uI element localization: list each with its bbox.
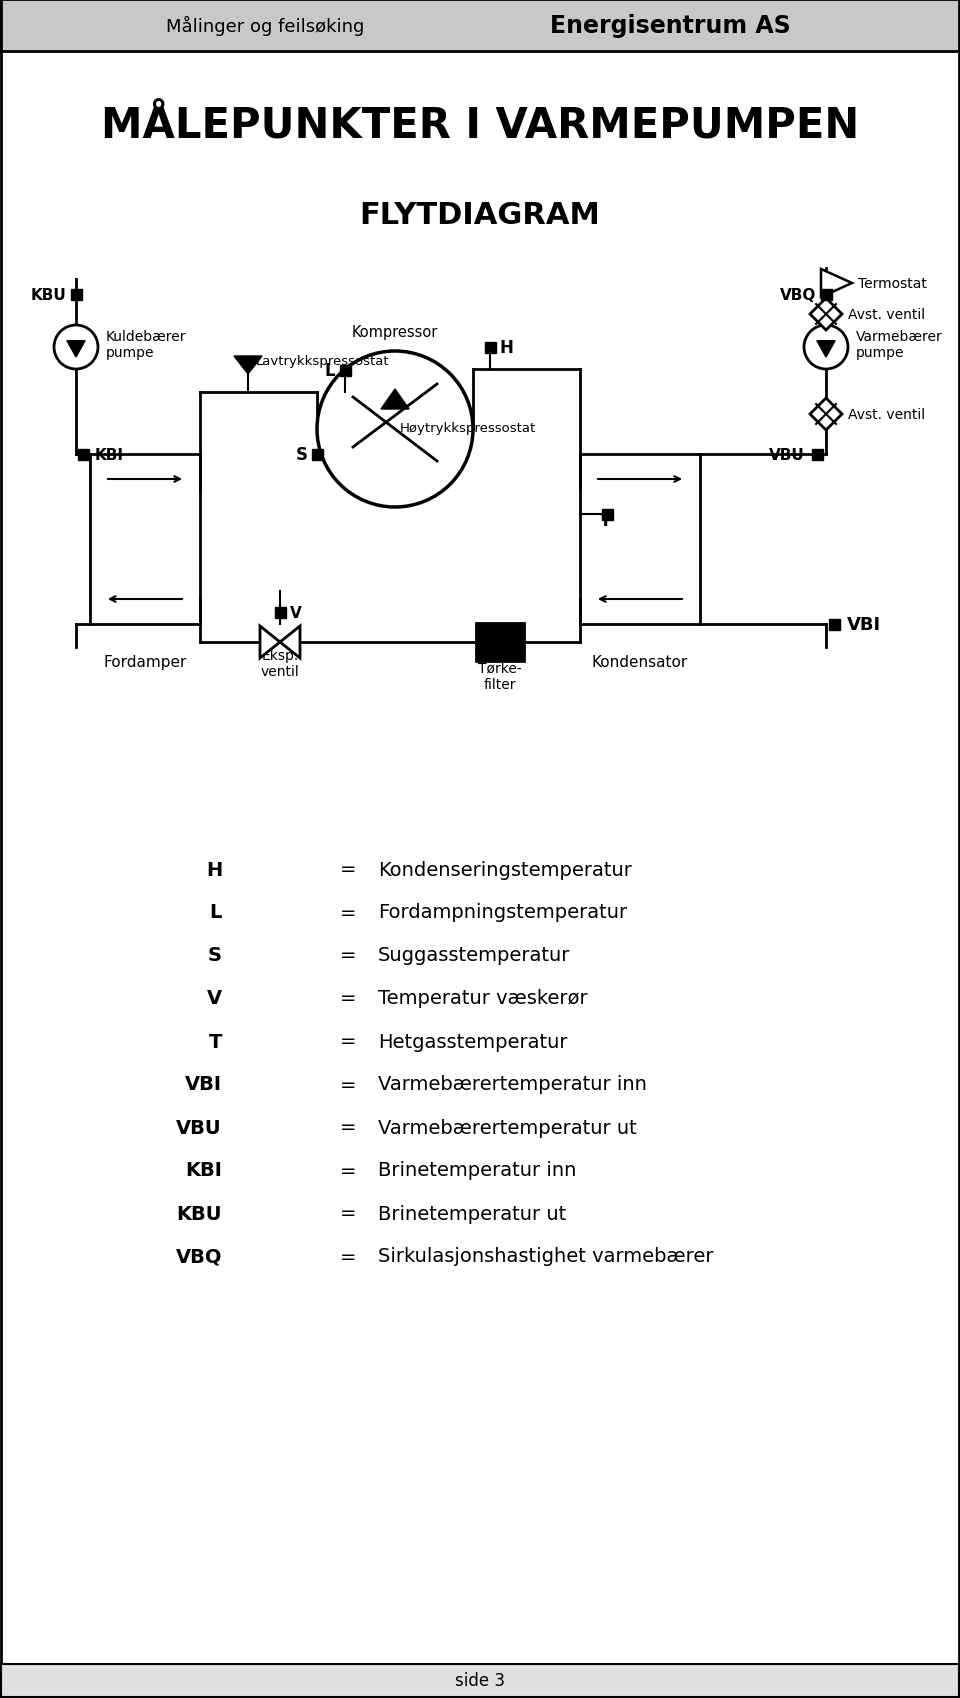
Text: L: L xyxy=(324,362,335,380)
Text: Termostat: Termostat xyxy=(858,277,926,290)
Polygon shape xyxy=(260,627,280,659)
Text: Brinetemperatur inn: Brinetemperatur inn xyxy=(378,1161,576,1180)
Text: Fordamper: Fordamper xyxy=(104,655,186,669)
Text: =: = xyxy=(340,1204,356,1223)
Text: VBI: VBI xyxy=(847,616,881,633)
Text: FLYTDIAGRAM: FLYTDIAGRAM xyxy=(360,200,600,229)
Text: Målinger og feilsøking: Målinger og feilsøking xyxy=(166,15,364,36)
Text: Brinetemperatur ut: Brinetemperatur ut xyxy=(378,1204,566,1223)
Circle shape xyxy=(317,351,473,508)
Text: MÅLEPUNKTER I VARMEPUMPEN: MÅLEPUNKTER I VARMEPUMPEN xyxy=(101,104,859,146)
Text: KBU: KBU xyxy=(31,287,66,302)
Text: Kuldebærer
pumpe: Kuldebærer pumpe xyxy=(106,329,186,360)
Bar xyxy=(821,289,831,301)
Text: Avst. ventil: Avst. ventil xyxy=(848,408,925,421)
Text: =: = xyxy=(340,988,356,1009)
Text: =: = xyxy=(340,859,356,880)
Text: VBI: VBI xyxy=(185,1075,222,1094)
Polygon shape xyxy=(280,627,300,659)
Polygon shape xyxy=(234,357,262,375)
Bar xyxy=(1,1664,959,1696)
Text: S: S xyxy=(208,946,222,964)
Text: KBI: KBI xyxy=(95,447,124,462)
Bar xyxy=(476,623,524,662)
Text: Kondenseringstemperatur: Kondenseringstemperatur xyxy=(378,859,632,880)
Polygon shape xyxy=(817,341,835,358)
Bar xyxy=(90,455,200,625)
Bar xyxy=(1,0,959,53)
Bar xyxy=(580,455,700,625)
Text: V: V xyxy=(290,604,301,620)
Text: VBU: VBU xyxy=(177,1117,222,1138)
Bar xyxy=(602,509,613,520)
Text: VBQ: VBQ xyxy=(780,287,817,302)
Text: =: = xyxy=(340,1075,356,1094)
Text: Temperatur væskerør: Temperatur væskerør xyxy=(378,988,588,1009)
Text: Eksp.
ventil: Eksp. ventil xyxy=(260,649,300,679)
Text: H: H xyxy=(499,340,514,357)
Text: Hetgasstemperatur: Hetgasstemperatur xyxy=(378,1032,567,1051)
Bar xyxy=(340,365,350,377)
Circle shape xyxy=(54,326,98,370)
Bar xyxy=(70,289,82,301)
Text: Høytrykkspressostat: Høytrykkspressostat xyxy=(400,421,537,435)
Text: H: H xyxy=(205,859,222,880)
Text: =: = xyxy=(340,1161,356,1180)
Text: Lavtrykkspressostat: Lavtrykkspressostat xyxy=(256,355,390,368)
Text: =: = xyxy=(340,946,356,964)
Text: KBI: KBI xyxy=(185,1161,222,1180)
Polygon shape xyxy=(810,399,842,431)
Bar xyxy=(829,620,840,630)
Bar xyxy=(78,450,89,460)
Circle shape xyxy=(804,326,848,370)
Text: Avst. ventil: Avst. ventil xyxy=(848,307,925,323)
Text: VBU: VBU xyxy=(769,447,805,462)
Bar xyxy=(812,450,823,460)
Text: =: = xyxy=(340,903,356,922)
Text: side 3: side 3 xyxy=(455,1671,505,1690)
Text: Varmebærertemperatur ut: Varmebærertemperatur ut xyxy=(378,1117,636,1138)
Text: T: T xyxy=(600,511,612,530)
Polygon shape xyxy=(810,299,842,331)
Text: Energisentrum AS: Energisentrum AS xyxy=(550,14,790,37)
Text: Suggasstemperatur: Suggasstemperatur xyxy=(378,946,570,964)
Polygon shape xyxy=(67,341,85,358)
Text: Varmebærertemperatur inn: Varmebærertemperatur inn xyxy=(378,1075,647,1094)
Text: Kompressor: Kompressor xyxy=(351,326,438,340)
Text: V: V xyxy=(206,988,222,1009)
Text: Varmebærer
pumpe: Varmebærer pumpe xyxy=(856,329,943,360)
Text: KBU: KBU xyxy=(177,1204,222,1223)
Text: Fordampningstemperatur: Fordampningstemperatur xyxy=(378,903,627,922)
Text: VBQ: VBQ xyxy=(176,1246,222,1265)
Text: Kondensator: Kondensator xyxy=(592,655,688,669)
Bar xyxy=(485,343,495,353)
Text: Sirkulasjonshastighet varmebærer: Sirkulasjonshastighet varmebærer xyxy=(378,1246,713,1265)
Text: =: = xyxy=(340,1032,356,1051)
Text: S: S xyxy=(296,447,307,464)
Text: L: L xyxy=(209,903,222,922)
Bar xyxy=(311,450,323,460)
Text: =: = xyxy=(340,1117,356,1138)
Text: =: = xyxy=(340,1246,356,1265)
Polygon shape xyxy=(381,391,409,409)
Text: T: T xyxy=(208,1032,222,1051)
Bar xyxy=(275,608,285,618)
Text: Tørke-
filter: Tørke- filter xyxy=(478,662,522,691)
Polygon shape xyxy=(821,270,852,297)
